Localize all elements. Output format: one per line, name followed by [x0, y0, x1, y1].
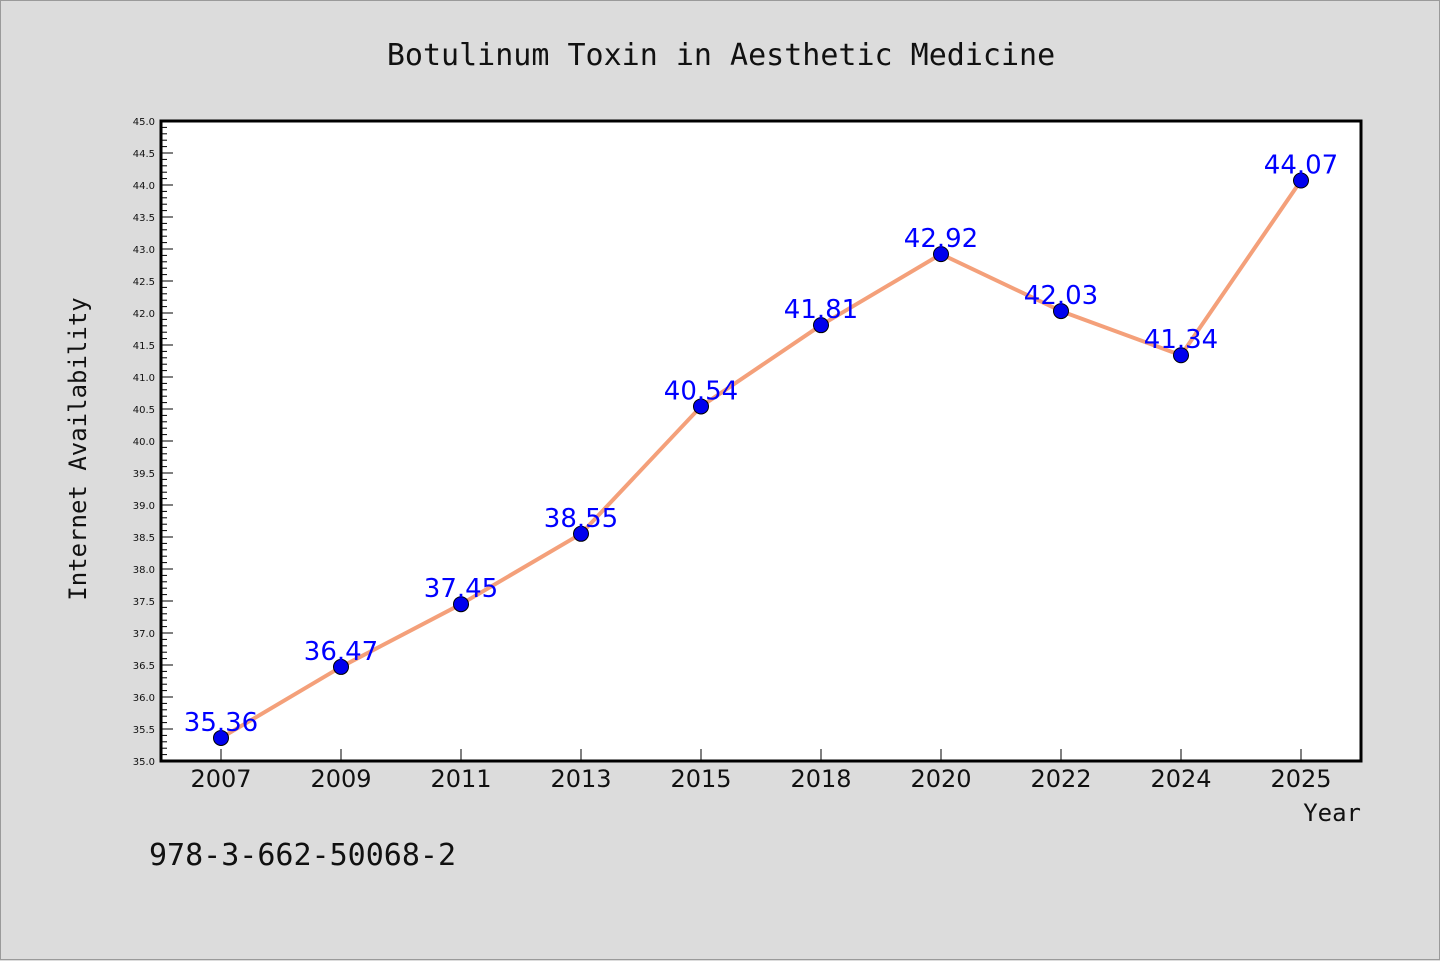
data-point-marker [1293, 172, 1309, 189]
y-tick-label: 40.0 [133, 437, 155, 448]
y-tick-label: 41.0 [133, 373, 155, 384]
y-tick-label: 36.0 [133, 693, 155, 704]
y-tick-label: 43.0 [133, 245, 155, 256]
data-label: 35.36 [184, 708, 258, 738]
y-axis-title: Internet Availability [64, 297, 92, 600]
y-tick-label: 36.5 [133, 661, 155, 672]
y-tick-label: 38.5 [133, 533, 155, 544]
y-tick-label: 35.0 [133, 757, 155, 768]
data-point-marker [1173, 347, 1189, 364]
series-layer [213, 172, 1309, 746]
data-labels: 35.36 36.47 37.45 38.55 40.54 41.81 42.92 42.03… [184, 151, 1338, 738]
x-tick-label: 2015 [670, 765, 731, 793]
data-point-marker [933, 246, 949, 263]
x-tick-label: 2024 [1150, 765, 1211, 793]
y-tick-label: 39.5 [133, 469, 155, 480]
x-axis-title: Year [1303, 799, 1361, 827]
chart-title: Botulinum Toxin in Aesthetic Medicine [387, 38, 1055, 73]
series-line [219, 178, 1303, 740]
x-tick-label: 2022 [1030, 765, 1091, 793]
x-tick-label: 2007 [190, 765, 251, 793]
x-tick-label: 2018 [790, 765, 851, 793]
data-label: 36.47 [304, 637, 378, 667]
data-label: 38.55 [544, 504, 618, 534]
y-tick-label: 39.0 [133, 501, 155, 512]
y-tick-label: 37.0 [133, 629, 155, 640]
x-tick-label: 2011 [430, 765, 491, 793]
y-tick-label: 35.5 [133, 725, 155, 736]
y-tick-label: 42.5 [133, 277, 155, 288]
isbn-footer: 978-3-662-50068-2 [149, 838, 456, 873]
data-point-marker [573, 525, 589, 542]
y-tick-label: 38.0 [133, 565, 155, 576]
y-tick-label: 41.5 [133, 341, 155, 352]
y-tick-label: 44.5 [133, 149, 155, 160]
data-label: 41.34 [1144, 325, 1218, 355]
y-tick-label: 44.0 [133, 181, 155, 192]
x-axis-ticks: 2007 2009 2011 2013 2015 2018 2020 2022 2024 2025 [190, 749, 1332, 793]
data-label: 42.03 [1024, 281, 1098, 311]
data-label: 44.07 [1264, 151, 1338, 181]
data-point-marker [813, 317, 829, 334]
x-tick-label: 2025 [1270, 765, 1331, 793]
data-point-marker [213, 729, 229, 746]
y-tick-label: 42.0 [133, 309, 155, 320]
x-tick-label: 2009 [310, 765, 371, 793]
y-tick-label: 40.5 [133, 405, 155, 416]
data-label: 42.92 [904, 224, 978, 254]
y-tick-label: 43.5 [133, 213, 155, 224]
x-tick-label: 2013 [550, 765, 611, 793]
plot-frame [159, 119, 1363, 763]
data-point-marker [1053, 303, 1069, 320]
x-tick-label: 2020 [910, 765, 971, 793]
data-label: 40.54 [664, 376, 738, 406]
y-tick-label: 37.5 [133, 597, 155, 608]
data-point-marker [333, 658, 349, 675]
data-label: 37.45 [424, 574, 498, 604]
y-tick-label: 45.0 [133, 117, 155, 128]
data-point-marker [693, 398, 709, 415]
data-label: 41.81 [784, 295, 858, 325]
data-point-marker [453, 596, 469, 613]
